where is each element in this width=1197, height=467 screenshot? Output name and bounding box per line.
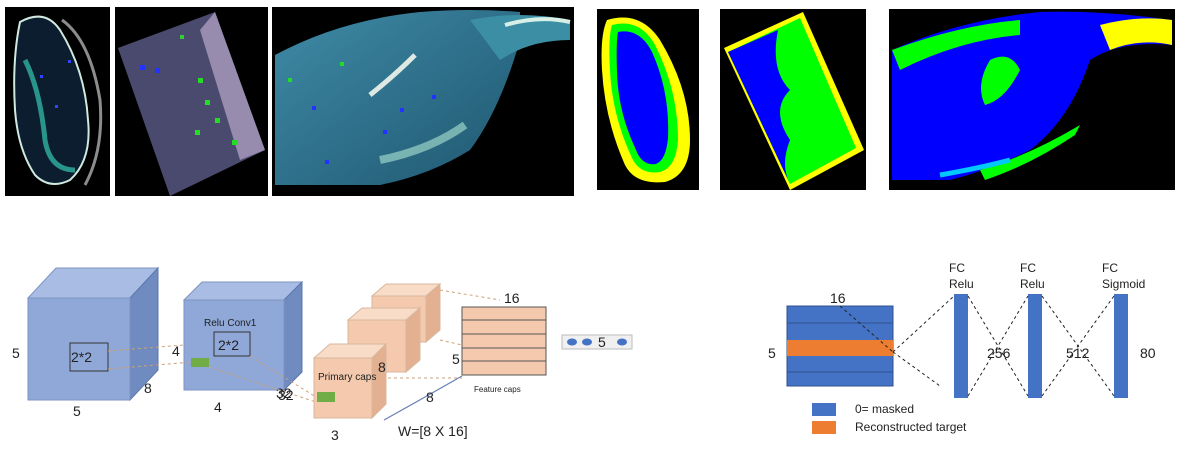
fc1-size: 256: [987, 345, 1011, 361]
satellite-image-2: [115, 7, 268, 196]
fc2-activation: Relu: [1020, 277, 1045, 291]
fc3-title: FC: [1102, 261, 1118, 275]
input-kernel-label: 2*2: [71, 349, 92, 365]
fc3-size: 80: [1140, 345, 1156, 361]
legend-swatch-masked: [812, 403, 836, 416]
weight-brace: [383, 375, 463, 421]
primary-caps-title: Primary caps: [318, 372, 376, 383]
fc2-title: FC: [1020, 261, 1036, 275]
conv1-kernel-label: 2*2: [218, 337, 239, 353]
conv1-height-label: 4: [172, 343, 180, 359]
output-vector: [561, 334, 633, 350]
input-cube: [26, 266, 160, 402]
legend-label-reconstructed: Reconstructed target: [855, 420, 967, 434]
weight-depth-label: 8: [426, 389, 434, 405]
satellite-image-1: [5, 7, 110, 196]
satellite-image-3: [272, 7, 574, 196]
decoder-matrix-top-label: 16: [830, 290, 846, 306]
fc1-activation: Relu: [949, 277, 974, 291]
fc1-title: FC: [949, 261, 965, 275]
feature-caps-matrix: [461, 306, 547, 376]
decoder-connectors: [892, 295, 1115, 397]
classification-map-1: [597, 9, 699, 190]
input-width-label: 5: [73, 403, 81, 419]
fc3-activation: Sigmoid: [1102, 277, 1145, 291]
classification-map-3: [889, 9, 1175, 190]
feature-caps-side-label: 5: [452, 351, 460, 367]
decoder-fc-bars: [954, 294, 1128, 398]
legend-label-masked: 0= masked: [855, 402, 914, 416]
conv1-depth-label: 32: [276, 385, 292, 401]
decoder-matrix-side-label: 5: [768, 345, 776, 361]
feature-caps-top-label: 16: [504, 290, 520, 306]
cube-connectors: [107, 289, 501, 403]
conv1-title: Relu Conv1: [204, 318, 257, 329]
input-depth-label: 8: [144, 380, 152, 396]
decoder-matrix: [786, 305, 894, 387]
conv1-out-depth-label: 32: [278, 387, 294, 403]
input-height-label: 5: [12, 345, 20, 361]
fc2-size: 512: [1066, 345, 1090, 361]
primary-caps-width-label: 3: [331, 427, 339, 443]
classification-map-2: [720, 9, 866, 190]
conv1-width-label: 4: [214, 399, 222, 415]
feature-caps-title: Feature caps: [474, 385, 521, 394]
decoder-legend: 0= masked Reconstructed target: [812, 402, 967, 434]
primary-caps-dim-label: 8: [378, 359, 386, 375]
output-vector-label: 5: [598, 334, 606, 350]
primary-caps-stack: [312, 282, 442, 420]
weight-label: W=[8 X 16]: [398, 423, 468, 439]
conv1-cube: [182, 280, 304, 392]
legend-swatch-reconstructed: [812, 421, 836, 434]
